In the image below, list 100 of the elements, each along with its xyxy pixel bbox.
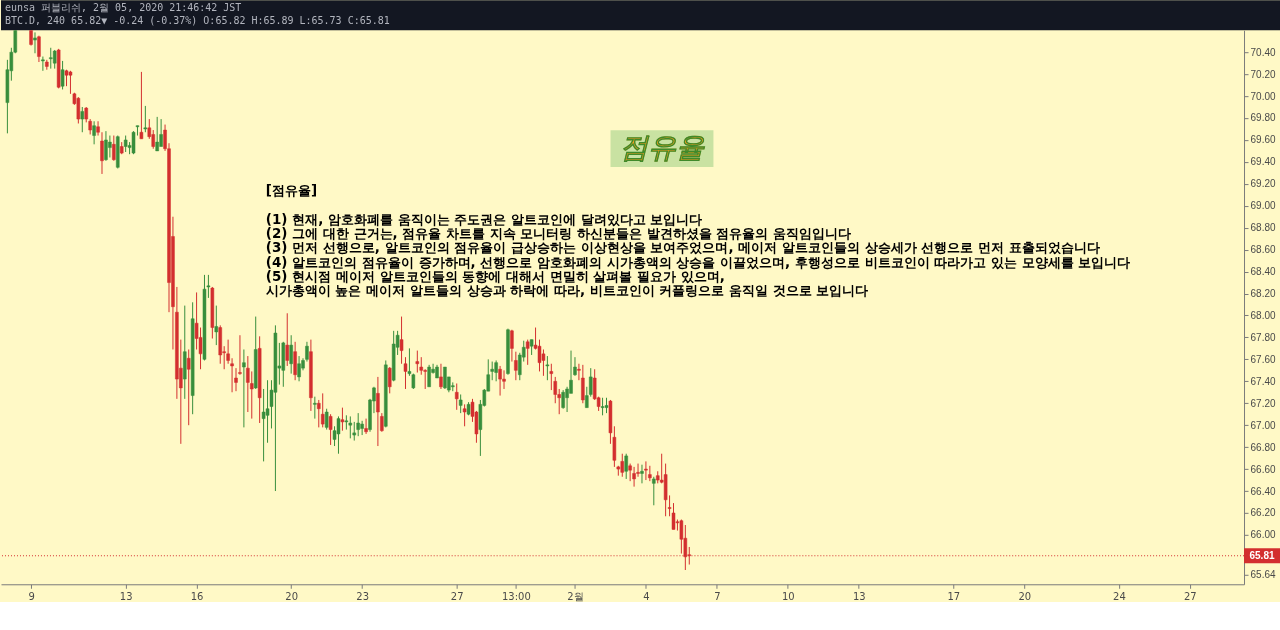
ref-line-label: 65.81 bbox=[1249, 549, 1275, 561]
candlestick bbox=[624, 453, 628, 480]
candlestick bbox=[494, 359, 498, 382]
y-tick-label: 65.64 bbox=[1250, 568, 1276, 580]
candlestick bbox=[356, 412, 360, 437]
y-tick-label: 70.40 bbox=[1250, 46, 1276, 58]
annotation: [점유율] (1) 현재, 암호화폐를 움직이는 주도권은 알트코인에 달려있다고 보입니다 (2) 그에 대한 근거는, 점유율 차트를 지속 모니터링 하신분들은 발견하셨을 점유율의 움직임입니다 (3) 먼저 선행으로, 알트코인의 점유율이 급상승하는 이상현상을 보여주었으며, 메이저 알트코인들의 상승세가 선행으로 먼저 표출되었습니다 (4) 알트코인의 점유율이 증가하며, 선행으로 암호화폐의 시가총액의 상승을 이끌었으며, 후행성으로 비트코인이 따라가고 있는 모양세를 보입니다 (5) 현시점 메이저 알트코인들의 동향에 대해서 면밀히 살펴볼 필요가 있으며, 시가총액이 높은 메이저 알트들의 상승과 하락에 따라, 비트코인이 커플링으로 움직일 것으로 보입니다 bbox=[265, 182, 1131, 299]
y-tick-label: 67.60 bbox=[1250, 353, 1276, 365]
candlestick bbox=[143, 105, 148, 133]
y-tick-label: 69.60 bbox=[1250, 134, 1276, 146]
candlestick bbox=[214, 305, 219, 346]
candlestick bbox=[644, 460, 648, 481]
candlestick bbox=[525, 339, 530, 366]
x-tick-label: 9 bbox=[28, 590, 35, 602]
candlestick bbox=[498, 365, 502, 397]
y-tick-label: 66.60 bbox=[1250, 463, 1276, 475]
candlestick bbox=[620, 453, 625, 478]
y-tick-label: 66.20 bbox=[1250, 507, 1276, 519]
candlestick bbox=[324, 408, 329, 431]
y-tick-label: 66.80 bbox=[1250, 441, 1276, 453]
candlestick bbox=[108, 135, 112, 158]
x-tick-label: 13 bbox=[119, 590, 133, 602]
candlestick bbox=[439, 363, 443, 390]
y-tick-label: 68.20 bbox=[1250, 288, 1276, 300]
x-tick-label: 20 bbox=[285, 590, 299, 602]
candlestick bbox=[139, 71, 144, 140]
y-tick-label: 68.40 bbox=[1250, 266, 1276, 278]
candlestick bbox=[561, 389, 565, 410]
text: 점유율 bbox=[619, 130, 705, 164]
candlestick bbox=[92, 120, 96, 145]
candlestick bbox=[49, 47, 53, 70]
candlestick bbox=[155, 116, 159, 152]
candlestick bbox=[320, 392, 325, 428]
candlestick bbox=[648, 465, 652, 482]
y-tick-label: 70.20 bbox=[1250, 68, 1276, 80]
y-tick-label: 68.60 bbox=[1250, 244, 1276, 256]
candlestick bbox=[285, 312, 289, 367]
candlestick bbox=[313, 396, 317, 420]
y-tick-label: 70.00 bbox=[1250, 90, 1276, 102]
candlestick bbox=[293, 341, 297, 381]
y-tick-label: 68.80 bbox=[1250, 222, 1276, 234]
candlestick bbox=[640, 464, 644, 484]
candlestick bbox=[60, 60, 65, 90]
y-tick-label: 66.40 bbox=[1250, 485, 1276, 497]
y-tick-label: 67.00 bbox=[1250, 419, 1276, 431]
candlestick bbox=[328, 413, 333, 446]
x-tick-label: 16 bbox=[190, 590, 204, 602]
candlestick bbox=[159, 118, 163, 148]
candlestick bbox=[250, 370, 254, 420]
candlestick bbox=[427, 364, 431, 388]
candlestick bbox=[186, 348, 191, 426]
x-tick-label: 24 bbox=[1113, 590, 1126, 602]
y-tick-label: 69.20 bbox=[1250, 178, 1276, 190]
candlestick bbox=[242, 348, 246, 428]
y-tick-label: 67.20 bbox=[1250, 397, 1276, 409]
x-tick-label: 13 bbox=[852, 590, 866, 602]
x-tick-label: 13:00 bbox=[501, 590, 531, 602]
x-tick-label: 2월 bbox=[567, 590, 584, 602]
candlestick bbox=[76, 96, 81, 124]
y-tick-label: 67.40 bbox=[1250, 375, 1276, 387]
y-tick-label: 67.80 bbox=[1250, 331, 1276, 343]
y-tick-label: 69.40 bbox=[1250, 156, 1276, 168]
candlestick bbox=[336, 415, 341, 455]
candlestick bbox=[37, 35, 41, 63]
candlestick bbox=[458, 393, 463, 414]
candlestick bbox=[387, 366, 392, 394]
x-tick-label: 7 bbox=[714, 590, 721, 602]
y-tick-label: 66.00 bbox=[1250, 529, 1276, 541]
candlestick bbox=[112, 135, 116, 162]
text: eunsa 퍼블리쉬, 2월 05, 2020 21:46:42 JST bbox=[5, 2, 242, 14]
y-tick-label: 68.00 bbox=[1250, 309, 1276, 321]
x-tick-label: 27 bbox=[450, 590, 464, 602]
x-tick-label: 17 bbox=[947, 590, 961, 602]
x-tick-label: 4 bbox=[643, 590, 650, 602]
x-tick-label: 23 bbox=[356, 590, 369, 602]
candlestick bbox=[549, 363, 554, 391]
candlestick bbox=[376, 376, 380, 447]
candlestick bbox=[443, 366, 447, 390]
candlestick bbox=[289, 334, 293, 375]
candlestick bbox=[297, 355, 301, 382]
x-tick-label: 20 bbox=[1018, 590, 1032, 602]
candlestick bbox=[490, 361, 494, 381]
candlestick bbox=[41, 56, 45, 72]
candlestick bbox=[33, 31, 37, 54]
x-tick-label: 27 bbox=[1183, 590, 1197, 602]
candlestick bbox=[462, 403, 467, 427]
chart-subtitle: BTC.D, 240 65.82▼ -0.24 (-0.37%) O:65.82 H:65.89 L:65.73 C:65.81 bbox=[5, 15, 390, 27]
y-tick-label: 69.00 bbox=[1250, 200, 1276, 212]
candlestick bbox=[541, 348, 546, 377]
candlestick bbox=[632, 466, 636, 488]
candlestick bbox=[104, 130, 108, 162]
y-tick-label: 69.80 bbox=[1250, 112, 1276, 124]
candlestick bbox=[360, 420, 364, 436]
candlestick bbox=[348, 415, 353, 439]
candlestick bbox=[514, 351, 518, 381]
candlestick bbox=[364, 418, 368, 435]
candlestick bbox=[581, 364, 585, 404]
candlestick bbox=[537, 339, 542, 372]
x-tick-label: 10 bbox=[781, 590, 795, 602]
candlestick bbox=[652, 476, 656, 506]
